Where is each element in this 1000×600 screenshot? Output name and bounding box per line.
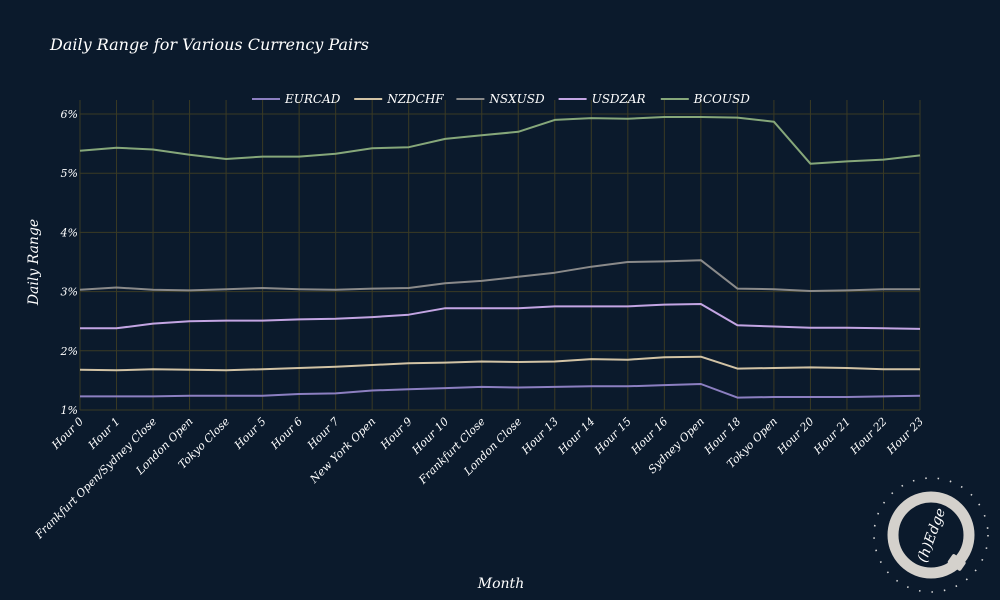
- legend-label: NZDCHF: [386, 92, 444, 106]
- x-tick-label: New York Open: [307, 415, 378, 486]
- series-line-nsxusd: [79, 259, 920, 292]
- x-tick-label: Hour 14: [555, 415, 597, 457]
- y-tick-label: 5%: [61, 167, 78, 180]
- y-tick-label: 3%: [61, 286, 78, 299]
- legend-item-usdzar[interactable]: USDZAR: [558, 92, 646, 106]
- x-tick-label: Hour 21: [811, 415, 853, 457]
- series-line-usdzar: [80, 303, 921, 330]
- x-tick-label: Hour 23: [884, 415, 926, 457]
- x-tick-label: Hour 15: [591, 415, 633, 457]
- legend-label: EURCAD: [284, 92, 341, 106]
- x-tick-label: Hour 20: [774, 415, 816, 457]
- logo-ring: [887, 491, 975, 579]
- logo-text: (h)Edge: [915, 506, 949, 564]
- x-tick-label: Hour 22: [847, 415, 889, 457]
- series-lines: [79, 116, 921, 399]
- series-line-eurcad: [80, 383, 921, 399]
- x-tick-label: Frankfurt Close: [416, 415, 489, 488]
- legend-item-nsxusd[interactable]: NSXUSD: [456, 92, 545, 106]
- series-line-nzdchf: [79, 355, 920, 372]
- x-tick-label: Hour 5: [231, 415, 269, 453]
- q-logo-icon: (h)Edge: [873, 477, 989, 593]
- logo-tail: [947, 554, 966, 571]
- x-axis-title: Month: [477, 576, 524, 592]
- y-tick-label: 4%: [60, 226, 78, 239]
- x-tick-label: Hour 6: [268, 415, 306, 453]
- legend-item-nzdchf[interactable]: NZDCHF: [354, 92, 444, 106]
- series-line-bcousd: [79, 116, 921, 165]
- y-tick-label: 1%: [61, 404, 78, 417]
- y-tick-label: 2%: [60, 345, 78, 358]
- legend-label: USDZAR: [592, 92, 646, 106]
- legend-item-eurcad[interactable]: EURCAD: [252, 92, 341, 106]
- y-tick-label: 6%: [61, 108, 78, 121]
- x-tick-label: Hour 0: [49, 415, 87, 453]
- chart-title: Daily Range for Various Currency Pairs: [49, 35, 369, 54]
- logo-dotted-ring: [873, 477, 989, 593]
- y-axis-title: Daily Range: [26, 219, 42, 306]
- y-axis-ticks: 1% 2% 3% 4% 5% 6%: [60, 108, 78, 417]
- legend-item-bcousd[interactable]: BCOUSD: [660, 92, 750, 106]
- legend-label: NSXUSD: [488, 92, 545, 106]
- legend-label: BCOUSD: [693, 92, 750, 106]
- x-tick-label: Hour 13: [518, 415, 560, 457]
- grid: [79, 100, 921, 411]
- legend[interactable]: EURCAD NZDCHF NSXUSD USDZAR BCOUSD: [252, 92, 750, 106]
